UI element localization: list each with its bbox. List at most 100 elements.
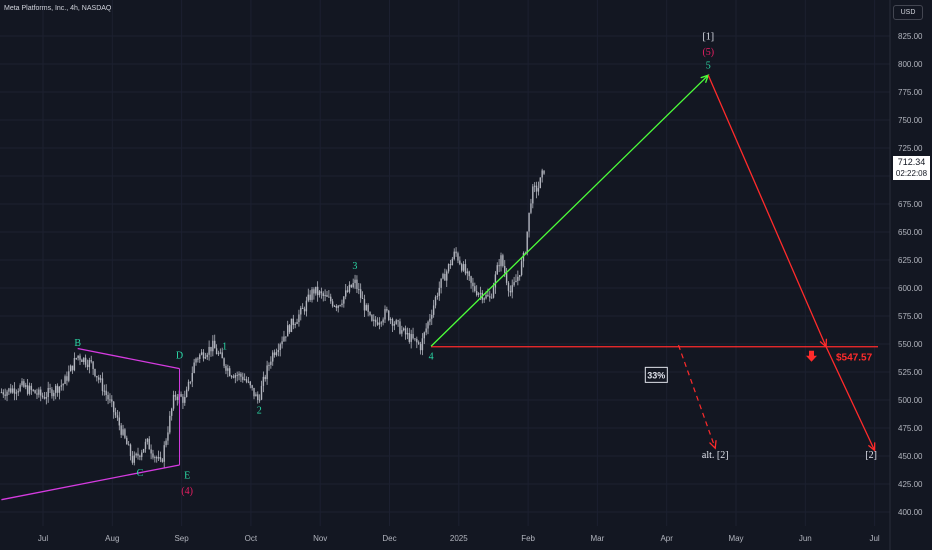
candle-body	[468, 271, 470, 277]
candle-body	[307, 294, 309, 301]
candle-body	[40, 389, 42, 396]
candle-body	[438, 287, 440, 296]
candle-body	[305, 300, 308, 312]
candle-body	[11, 388, 14, 393]
candle-body	[416, 338, 418, 343]
candle-body	[146, 438, 149, 442]
wave-lines	[1, 74, 878, 501]
candle-body	[427, 321, 429, 329]
candle-body	[199, 354, 201, 359]
candle-body	[423, 332, 425, 339]
candle-body	[522, 253, 525, 262]
candle-body	[365, 305, 367, 311]
candle-body	[408, 333, 411, 342]
candle-body	[242, 376, 244, 380]
candle-body	[397, 320, 399, 322]
candle-body	[500, 255, 502, 267]
candle-body	[56, 385, 59, 393]
candle-body	[234, 375, 237, 378]
candle-body	[258, 399, 261, 401]
candle-body	[328, 296, 330, 298]
candle-body	[68, 371, 70, 381]
candle-body	[440, 278, 442, 288]
candle-body	[417, 342, 420, 344]
candle-body	[19, 385, 21, 392]
candle-body	[352, 283, 354, 288]
candle-body	[296, 322, 298, 324]
candle-body	[154, 457, 156, 459]
candle-body	[431, 314, 433, 319]
candle-body	[214, 340, 216, 349]
wave-labels: $547.57 33% B C D E (4) 1 2 3 4 5 (5) [1] alt. [2] [2]	[74, 31, 877, 497]
candle-body	[204, 357, 207, 359]
candle-body	[202, 352, 205, 359]
wave-label: 2	[257, 405, 262, 416]
candle-body	[361, 297, 364, 299]
candle-body	[470, 276, 472, 283]
candle-body	[221, 352, 223, 359]
wave-label: (4)	[181, 486, 193, 497]
candle-body	[79, 355, 81, 360]
candle-body	[189, 381, 192, 383]
currency-selector[interactable]: USD	[893, 5, 923, 20]
wave-label: E	[184, 470, 190, 481]
x-tick-label: Nov	[313, 534, 327, 543]
candle-body	[169, 415, 171, 433]
candle-body	[148, 438, 150, 450]
candle-body	[339, 305, 341, 307]
candle-body	[273, 352, 276, 356]
candle-body	[432, 305, 435, 315]
candle-body	[285, 336, 287, 338]
candle-body	[429, 318, 431, 322]
time-axis[interactable]: Jul Aug Sep Oct Nov Dec 2025 Feb Mar Apr May Jun Jul	[38, 534, 880, 543]
x-tick-label: Aug	[105, 534, 119, 543]
candle-body	[182, 396, 184, 403]
candle-body	[230, 375, 233, 377]
candle-body	[260, 385, 263, 400]
candle-body	[159, 457, 162, 460]
candle-body	[318, 291, 321, 296]
candle-body	[112, 401, 115, 413]
candle-body	[210, 346, 212, 352]
candle-body	[311, 289, 313, 300]
candle-body	[191, 372, 193, 382]
candle-body	[541, 170, 543, 178]
candle-body	[519, 275, 521, 277]
candle-body	[457, 253, 459, 261]
candle-body	[294, 323, 296, 326]
candle-body	[60, 385, 62, 387]
candle-body	[195, 358, 197, 363]
candle-body	[120, 425, 122, 435]
candle-body	[53, 392, 55, 397]
candle-body	[141, 452, 143, 457]
candle-body	[21, 381, 23, 386]
candle-body	[386, 309, 388, 311]
candle-body	[444, 273, 446, 281]
y-tick-label: 650.00	[898, 228, 923, 237]
candle-body	[270, 361, 272, 365]
candle-body	[442, 273, 444, 279]
candle-body	[34, 390, 36, 394]
candle-body	[129, 444, 132, 457]
candle-body	[165, 440, 167, 446]
candle-body	[236, 375, 238, 377]
x-tick-label: Dec	[382, 534, 396, 543]
x-tick-label: Oct	[245, 534, 258, 543]
candle-body	[69, 365, 72, 372]
candle-body	[193, 362, 195, 373]
candle-body	[483, 298, 485, 300]
candle-body	[137, 453, 139, 456]
candle-body	[496, 265, 498, 275]
candle-body	[187, 381, 190, 390]
candle-body	[10, 388, 12, 393]
y-tick-label: 475.00	[898, 424, 923, 433]
triangle-boundary-line	[1, 464, 180, 501]
candle-body	[127, 444, 130, 446]
candle-body	[388, 310, 390, 321]
candle-body	[98, 377, 100, 380]
probability-label: 33%	[647, 370, 665, 380]
wave-label: (5)	[702, 47, 714, 58]
candle-body	[301, 307, 304, 309]
candle-body	[489, 296, 491, 298]
